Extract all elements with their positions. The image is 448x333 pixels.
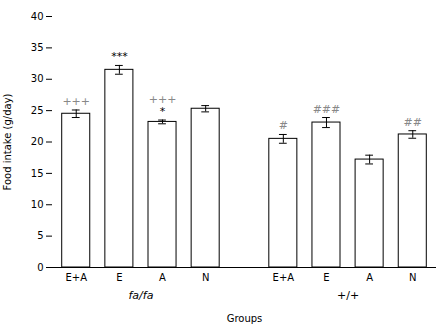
svg-text:35: 35: [31, 42, 44, 53]
svg-text:40: 40: [31, 11, 44, 22]
svg-text:*: *: [160, 105, 166, 118]
svg-text:0: 0: [37, 262, 43, 273]
svg-text:fa/fa: fa/fa: [128, 289, 153, 302]
svg-text:E+A: E+A: [65, 272, 87, 283]
svg-text:+++: +++: [62, 95, 90, 108]
svg-text:Groups: Groups: [227, 313, 263, 324]
svg-text:E+A: E+A: [273, 272, 295, 283]
svg-text:##: ##: [404, 116, 422, 129]
svg-text:20: 20: [31, 136, 44, 147]
svg-text:E: E: [323, 272, 329, 283]
svg-text:N: N: [202, 272, 209, 283]
svg-text:10: 10: [31, 199, 44, 210]
svg-text:***: ***: [111, 50, 128, 63]
svg-text:5: 5: [37, 230, 43, 241]
svg-text:25: 25: [31, 105, 44, 116]
svg-text:A: A: [366, 272, 373, 283]
svg-text:###: ###: [313, 103, 341, 116]
svg-text:+++: +++: [149, 93, 177, 106]
svg-text:#: #: [279, 119, 288, 132]
svg-text:30: 30: [31, 73, 44, 84]
svg-text:N: N: [409, 272, 416, 283]
svg-text:E: E: [116, 272, 122, 283]
svg-text:15: 15: [31, 168, 44, 179]
svg-text:A: A: [159, 272, 166, 283]
svg-text:+/+: +/+: [337, 289, 359, 302]
svg-text:Food intake (g/day): Food intake (g/day): [2, 93, 13, 190]
